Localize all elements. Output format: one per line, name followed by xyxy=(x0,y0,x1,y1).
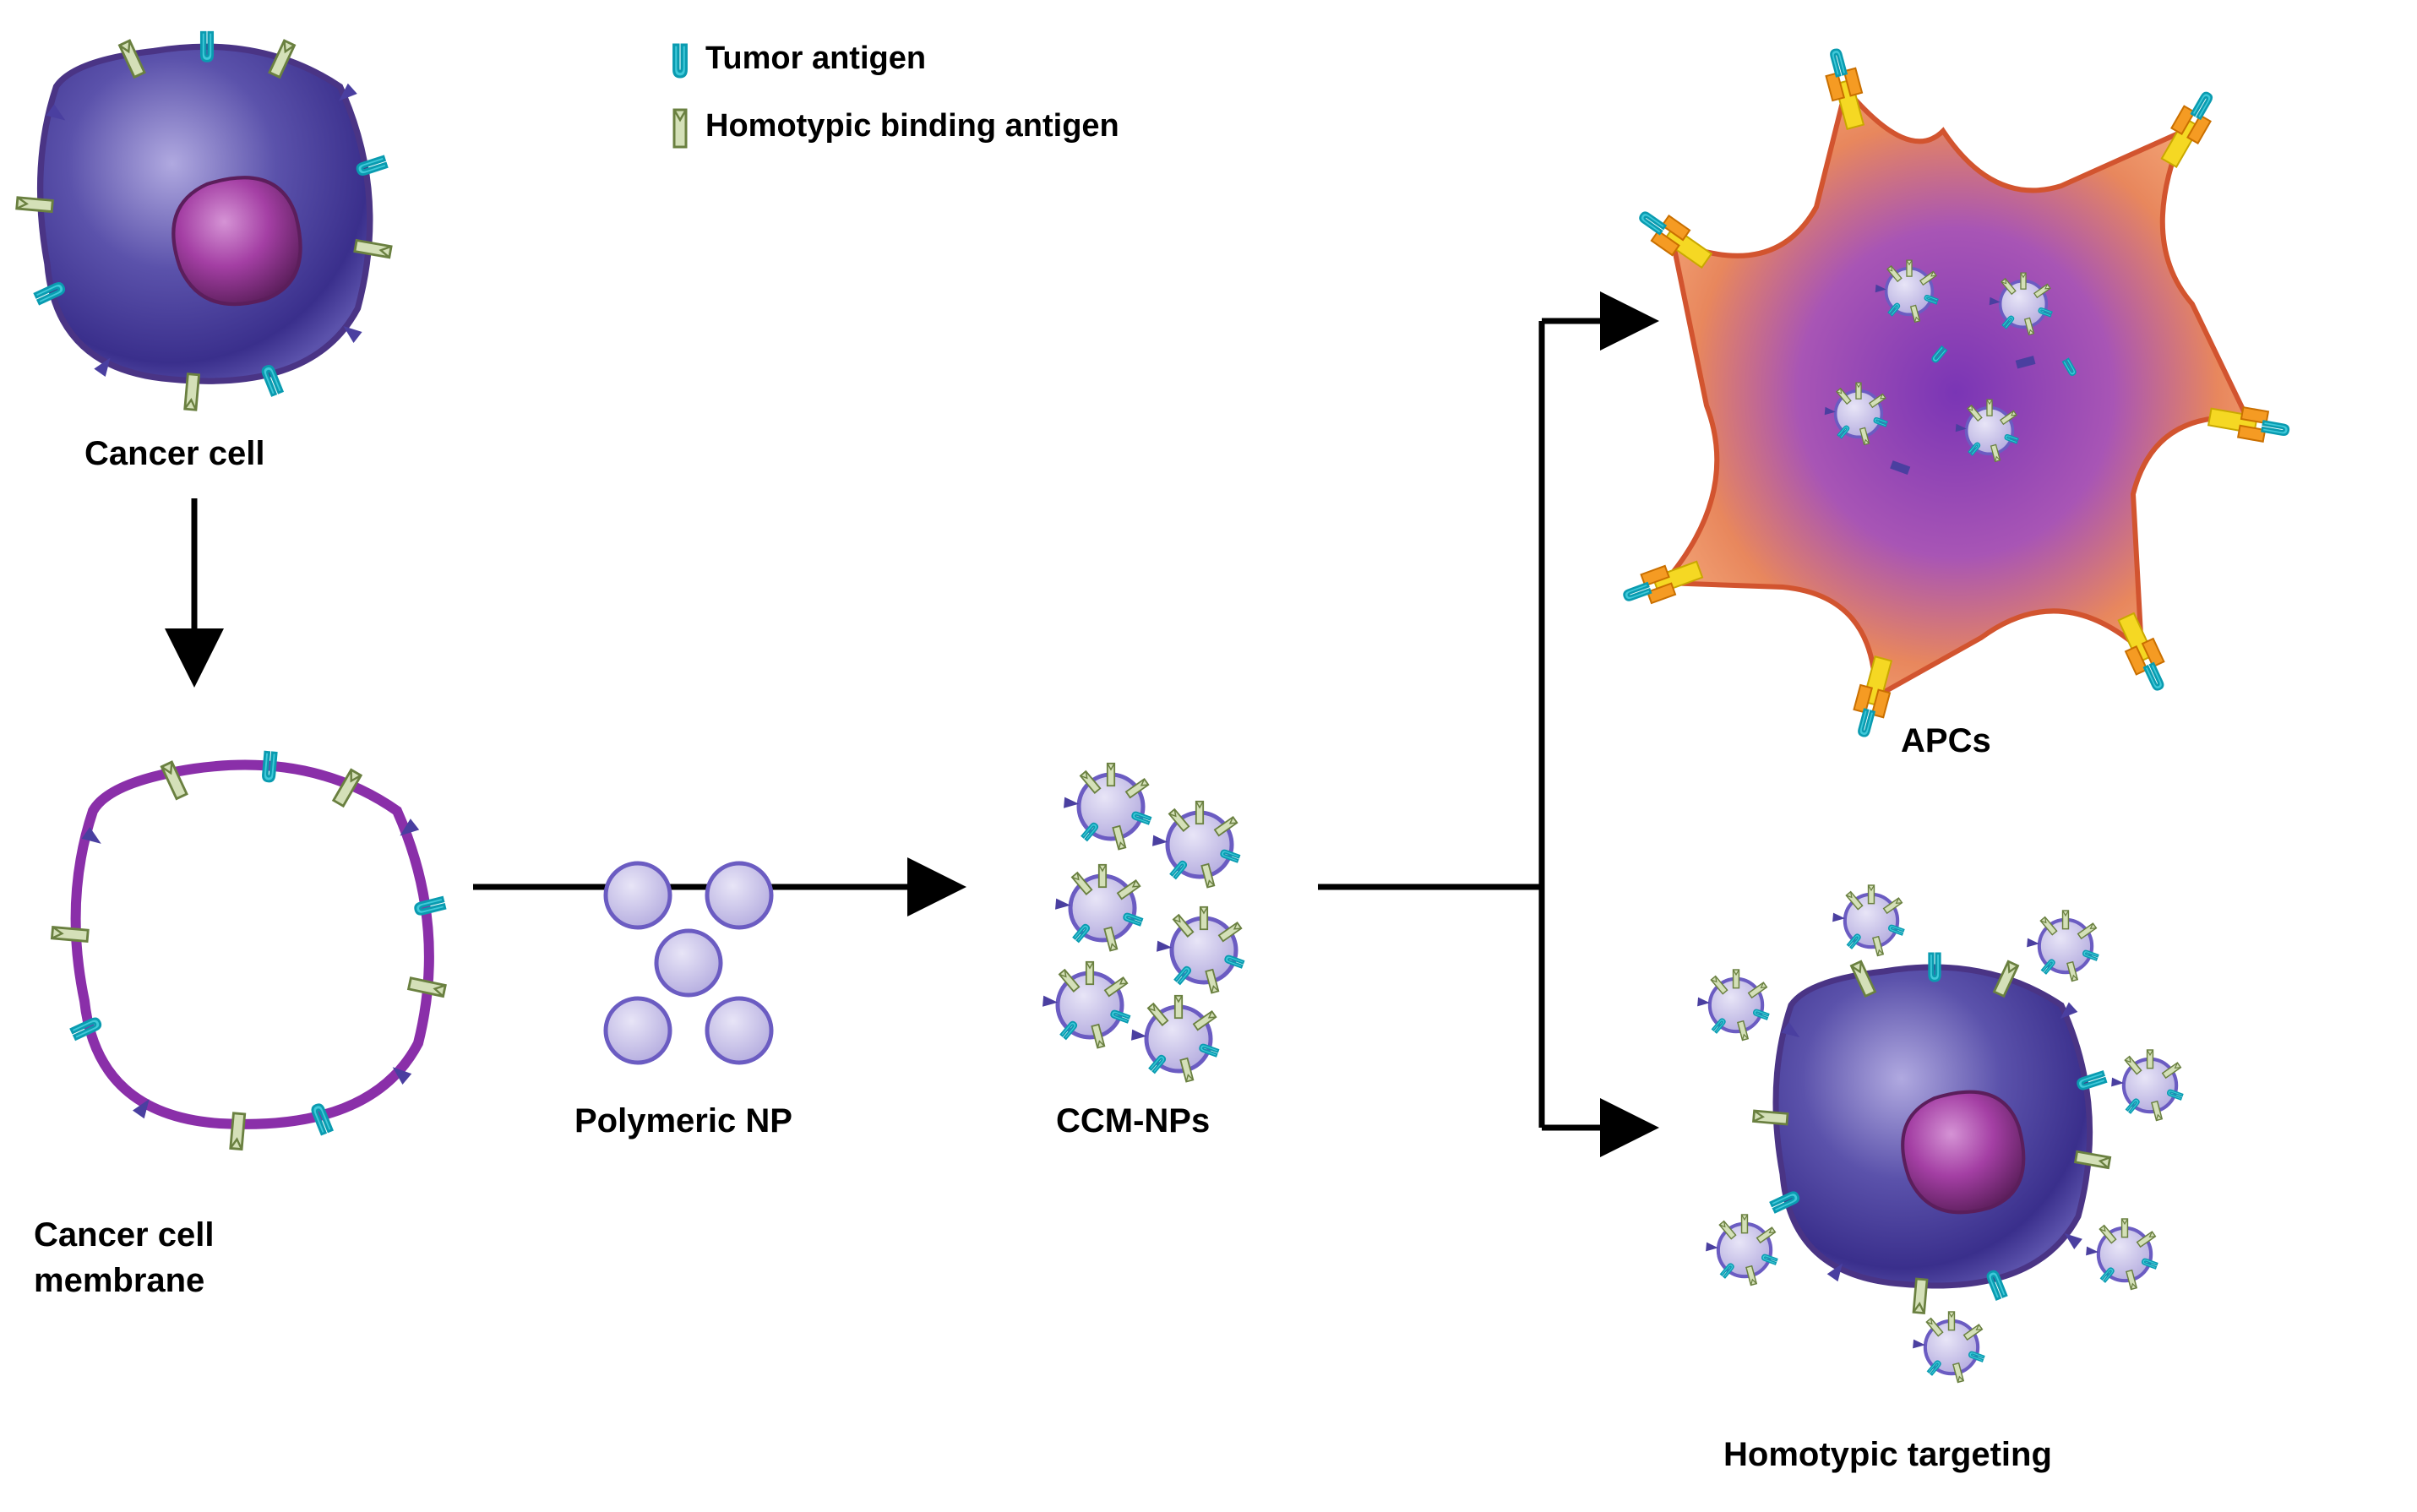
legend-homotypic-antigen-label: Homotypic binding antigen xyxy=(705,108,1119,144)
ccm-np-cluster xyxy=(1042,764,1244,1082)
legend-homotypic-antigen: Homotypic binding antigen xyxy=(705,108,1119,144)
cancer-cell-top xyxy=(17,32,391,410)
cancer-cell-membrane xyxy=(52,752,445,1149)
legend-homotypic-antigen-icon xyxy=(674,110,686,147)
label-cancer-cell-membrane: Cancer cell membrane xyxy=(34,1212,214,1303)
legend-tumor-antigen-label: Tumor antigen xyxy=(705,41,926,77)
label-polymeric-np: Polymeric NP xyxy=(574,1102,792,1140)
label-ccm-nps: CCM-NPs xyxy=(1056,1102,1210,1140)
label-apcs: APCs xyxy=(1901,722,1991,760)
arrow-ccm-to-branch xyxy=(1318,321,1647,1128)
homotypic-targeting-group xyxy=(1697,885,2183,1382)
label-homotypic-targeting: Homotypic targeting xyxy=(1723,1436,2052,1474)
apc-cell xyxy=(1619,46,2291,739)
diagram-canvas xyxy=(0,0,2417,1512)
legend-tumor-antigen: Tumor antigen xyxy=(705,41,926,77)
label-cancer-cell: Cancer cell xyxy=(84,435,264,473)
polymeric-np-cluster xyxy=(606,863,771,1063)
legend-tumor-antigen-icon xyxy=(674,45,687,77)
